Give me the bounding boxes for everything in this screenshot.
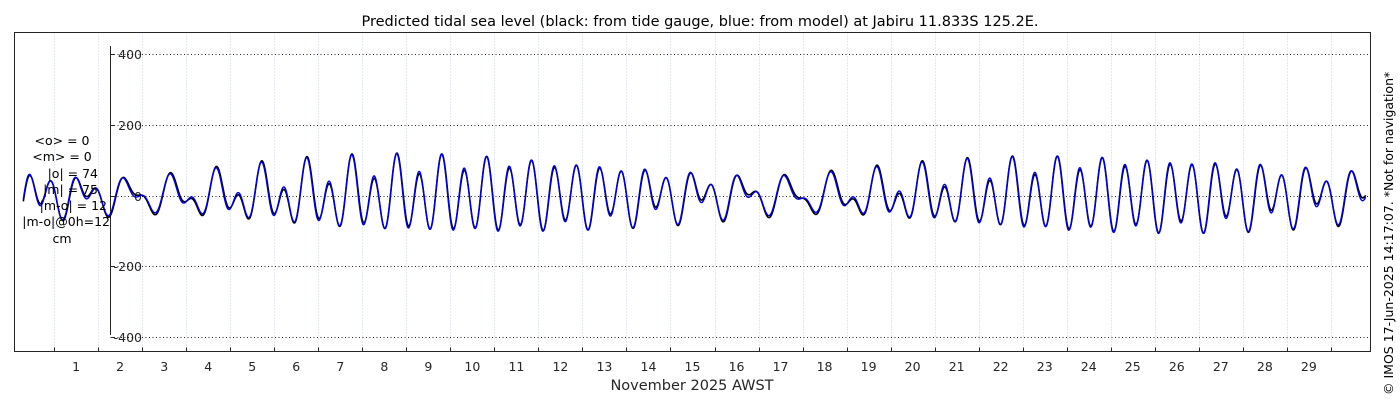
x-tick-label: 5 (248, 359, 256, 374)
stat-abs-diff-0h: |m-o|@0h=12 (22, 214, 110, 230)
x-tick-label: 12 (552, 359, 568, 374)
x-tick-label: 13 (596, 359, 612, 374)
grid-lines (54, 32, 1371, 352)
x-tick-label: 16 (729, 359, 745, 374)
stat-mean-obs: <o> = 0 (34, 133, 90, 148)
stat-mean-model: <m> = 0 (32, 149, 92, 165)
series-lines (22, 152, 1367, 235)
x-tick-label: 20 (905, 359, 921, 374)
x-tick-label: 11 (508, 359, 524, 374)
plot-area (14, 32, 1371, 352)
x-tick-label: 2 (116, 359, 124, 374)
x-tick-label: 4 (204, 359, 212, 374)
x-tick-label: 15 (685, 359, 701, 374)
x-tick-label: 3 (160, 359, 168, 374)
x-tick-label: 10 (464, 359, 480, 374)
x-tick-label: 23 (1037, 359, 1053, 374)
x-tick-label: 8 (380, 359, 388, 374)
y-tick-label: 400 (118, 47, 142, 62)
copyright-credit: © IMOS 17-Jun-2025 14:17:07. *Not for na… (1381, 71, 1396, 395)
x-tick-label: 27 (1213, 359, 1229, 374)
chart-title: Predicted tidal sea level (black: from t… (361, 14, 1038, 30)
x-tick-label: 9 (424, 359, 432, 374)
x-tick-label: 17 (773, 359, 789, 374)
x-tick-label: 25 (1125, 359, 1141, 374)
x-axis-label: November 2025 AWST (610, 378, 773, 394)
x-tick-label: 19 (861, 359, 877, 374)
x-tick-label: 6 (292, 359, 300, 374)
x-tick-label: 7 (336, 359, 344, 374)
stat-abs-diff: |m-o| = 12 (39, 198, 107, 214)
y-tick-label: 200 (118, 118, 142, 133)
x-tick-label: 18 (817, 359, 833, 374)
stat-unit: cm (52, 230, 72, 246)
x-tick-label: 29 (1301, 359, 1317, 374)
x-tick-label: 22 (993, 359, 1009, 374)
statistics-panel: <o> = 0 <m> = 0 |o| = 74 |m| = 75 |m-o| … (14, 133, 110, 247)
stat-abs-model: |m| = 75 (43, 181, 98, 197)
y-tick-label: -200 (114, 259, 142, 274)
stat-abs-obs: |o| = 74 (47, 165, 98, 181)
x-tick-label: 21 (949, 359, 965, 374)
y-tick-label: -400 (114, 330, 142, 345)
x-tick-label: 28 (1257, 359, 1273, 374)
x-tick-label: 1 (72, 359, 80, 374)
series-line-model (22, 152, 1367, 235)
x-tick-label: 26 (1169, 359, 1185, 374)
x-tick-label: 14 (641, 359, 657, 374)
x-tick-label: 24 (1081, 359, 1097, 374)
